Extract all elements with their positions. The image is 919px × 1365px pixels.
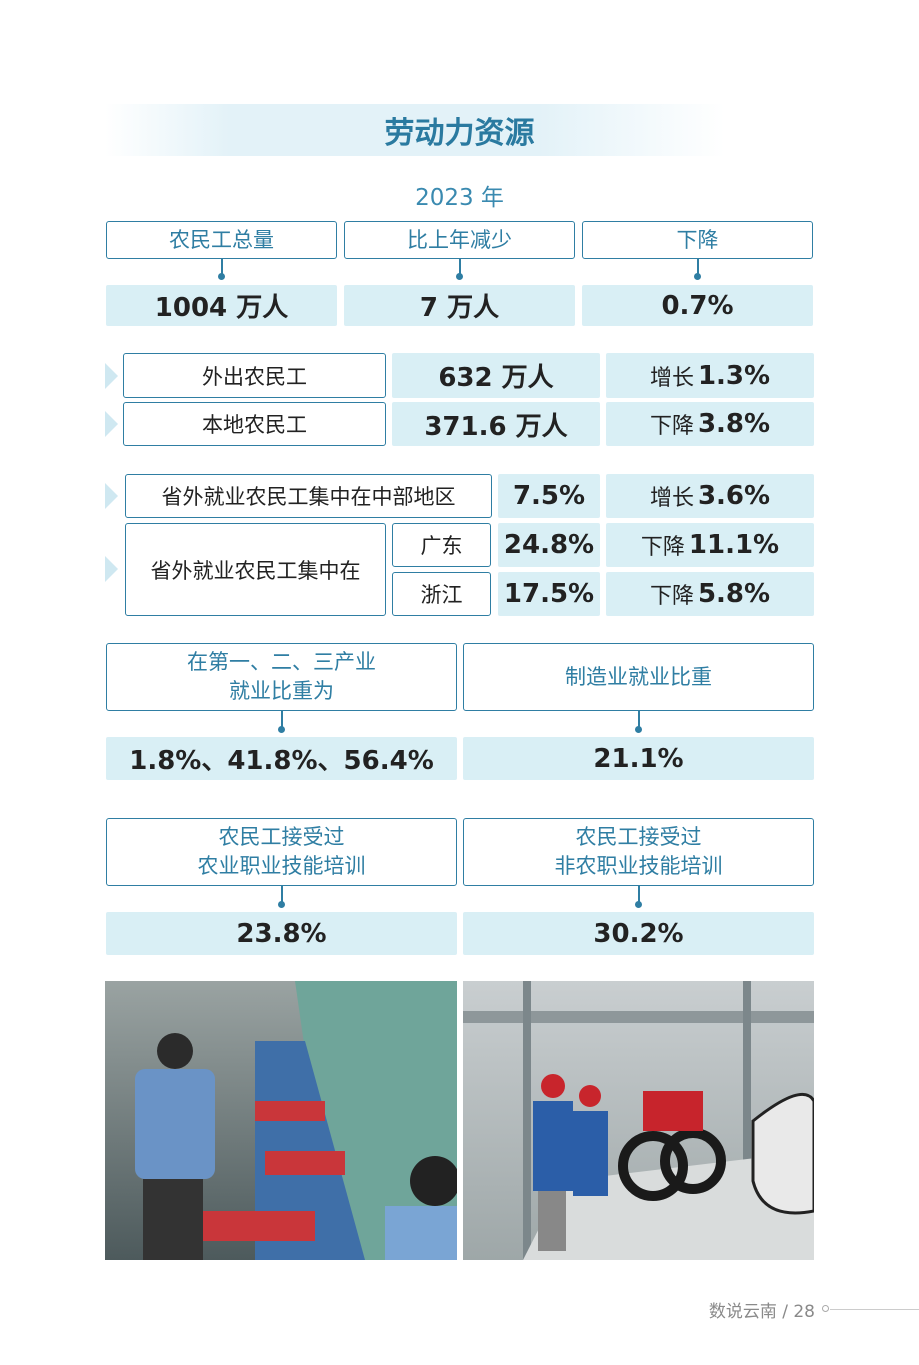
change-direction: 下降: [640, 535, 685, 560]
header-line: 农民工接受过: [575, 825, 702, 849]
connector-dot: [278, 726, 285, 733]
photo-motorcycle-line: [463, 981, 814, 1260]
header: 下降: [582, 221, 813, 259]
header: 农民工接受过 非农职业技能培训: [463, 818, 814, 886]
value: 23.8%: [106, 912, 457, 955]
label: 省外就业农民工集中在: [125, 523, 386, 616]
change: 下降 5.8%: [606, 572, 814, 616]
year: 2023 年: [415, 185, 504, 211]
arrow: [105, 363, 118, 389]
connector: [638, 886, 640, 903]
connector-dot: [278, 901, 285, 908]
header: 制造业就业比重: [463, 643, 814, 711]
value: 21.1%: [463, 737, 814, 780]
footer-circle: [822, 1305, 829, 1312]
header-line: 非农职业技能培训: [554, 854, 723, 878]
value: 1.8%、41.8%、56.4%: [106, 737, 457, 780]
change: 下降 11.1%: [606, 523, 814, 567]
label: 省外就业农民工集中在中部地区: [125, 474, 492, 518]
connector-dot: [635, 901, 642, 908]
value: 17.5%: [498, 572, 600, 616]
footer-line: [830, 1309, 919, 1310]
connector-dot: [694, 273, 701, 280]
header: 农民工接受过 农业职业技能培训: [106, 818, 457, 886]
connector: [697, 259, 699, 275]
province: 浙江: [392, 572, 491, 616]
footer: 数说云南 / 28: [708, 1302, 815, 1322]
connector-dot: [635, 726, 642, 733]
arrow: [105, 411, 118, 437]
change-rate: 11.1%: [688, 530, 780, 560]
value: 7.5%: [498, 474, 600, 518]
header: 在第一、二、三产业 就业比重为: [106, 643, 457, 711]
change: 下降 3.8%: [606, 402, 814, 446]
header-line: 制造业就业比重: [565, 664, 712, 689]
change-rate: 1.3%: [697, 360, 771, 391]
change-rate: 3.8%: [697, 409, 771, 439]
page-title: 劳动力资源: [384, 116, 535, 151]
header: 比上年减少: [344, 221, 575, 259]
label: 外出农民工: [123, 353, 386, 398]
header: 农民工总量: [106, 221, 337, 259]
title-band: [105, 104, 725, 156]
connector-dot: [456, 273, 463, 280]
header-line: 在第一、二、三产业: [187, 650, 376, 674]
change-direction: 增长: [649, 486, 694, 511]
value: 24.8%: [498, 523, 600, 567]
value: 632 万人: [392, 353, 600, 398]
value: 371.6 万人: [392, 402, 600, 446]
connector: [638, 711, 640, 728]
header-line: 就业比重为: [229, 679, 334, 703]
connector: [459, 259, 461, 275]
photo-factory-line: [105, 981, 457, 1260]
value: 30.2%: [463, 912, 814, 955]
value: 0.7%: [582, 285, 813, 326]
change: 增长 3.6%: [606, 474, 814, 518]
value: 1004 万人: [106, 285, 337, 326]
arrow: [105, 483, 118, 509]
change-direction: 下降: [649, 584, 694, 609]
header-line: 农民工接受过: [218, 825, 345, 849]
change-direction: 增长: [649, 365, 694, 391]
connector: [281, 886, 283, 903]
connector: [221, 259, 223, 275]
change-rate: 5.8%: [697, 579, 771, 609]
connector: [281, 711, 283, 728]
connector-dot: [218, 273, 225, 280]
change-direction: 下降: [649, 414, 694, 439]
value: 7 万人: [344, 285, 575, 326]
province: 广东: [392, 523, 491, 567]
change-rate: 3.6%: [697, 481, 771, 511]
header-line: 农业职业技能培训: [197, 854, 366, 878]
label: 本地农民工: [123, 402, 386, 446]
change: 增长 1.3%: [606, 353, 814, 398]
arrow: [105, 556, 118, 582]
